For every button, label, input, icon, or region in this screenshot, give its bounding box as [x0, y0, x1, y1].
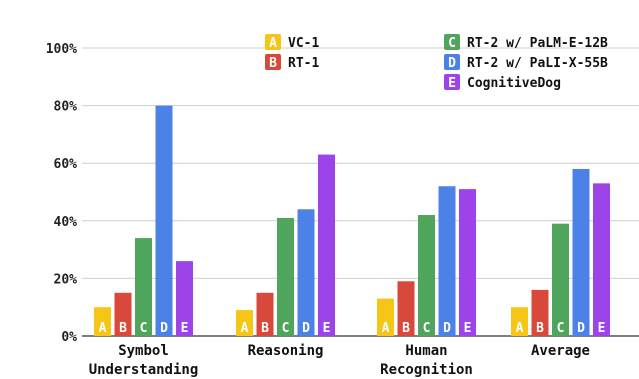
bar — [418, 215, 435, 336]
legend-swatch-letter: E — [448, 76, 456, 91]
y-tick-label: 80% — [54, 100, 78, 115]
bar-letter-label: B — [536, 321, 544, 336]
category-label: Human Recognition — [380, 343, 473, 378]
bar-letter-label: D — [577, 321, 585, 336]
category-label-line: Reasoning — [248, 343, 324, 359]
legend-swatch-letter: B — [269, 56, 277, 71]
bar-letter-label: E — [598, 321, 606, 336]
legend-swatch — [444, 74, 460, 90]
bar — [552, 223, 569, 336]
category-label-line: Human — [405, 343, 447, 359]
category-label-line: Recognition — [380, 362, 473, 378]
bar — [176, 261, 193, 336]
category-label-line: Symbol — [118, 343, 169, 359]
legend-swatch — [265, 54, 281, 70]
bar-letter-label: A — [241, 321, 249, 336]
bar — [155, 105, 173, 336]
bar — [397, 281, 415, 336]
bar — [256, 292, 274, 336]
category-label: Reasoning — [248, 343, 324, 359]
bar — [94, 307, 111, 336]
category-label: Average — [531, 343, 590, 359]
y-tick-label: 0% — [61, 330, 77, 345]
bar-letter-label: C — [140, 321, 148, 336]
bar — [572, 168, 590, 336]
bar-letter-label: D — [160, 321, 168, 336]
bar — [459, 189, 476, 336]
legend-label: VC-1 — [288, 36, 319, 51]
y-axis-ticks: 0% 20% 40% 60% 80% 100% — [46, 42, 77, 345]
legend-swatch-letter: C — [448, 36, 456, 51]
bar — [377, 298, 394, 336]
bar-letter-label: E — [464, 321, 472, 336]
legend-swatch — [444, 34, 460, 50]
bar-letter-label: B — [402, 321, 410, 336]
bar — [593, 183, 610, 336]
bar — [297, 209, 315, 336]
bar-letter-label: A — [516, 321, 524, 336]
category-label-line: Understanding — [89, 362, 199, 378]
bar — [511, 307, 528, 336]
legend-swatch-letter: A — [269, 36, 277, 51]
bar — [135, 238, 152, 336]
bar — [236, 310, 253, 336]
y-tick-label: 20% — [54, 272, 78, 287]
bar-letter-label: E — [181, 321, 189, 336]
bar — [277, 217, 294, 336]
legend-label: RT-2 w/ PaLM-E-12B — [467, 36, 608, 51]
legend-swatch — [444, 54, 460, 70]
bar-letter-label: B — [261, 321, 269, 336]
category-label: Symbol Understanding — [89, 343, 199, 378]
bar — [114, 292, 132, 336]
bar-letter-label: D — [443, 321, 451, 336]
legend-swatch — [265, 34, 281, 50]
bar-letter-label: B — [119, 321, 127, 336]
category-label-line: Average — [531, 343, 590, 359]
bar-letter-label: C — [557, 321, 565, 336]
bar-letter-label: C — [282, 321, 290, 336]
bar — [318, 154, 335, 336]
y-tick-label: 40% — [54, 215, 78, 230]
bar — [531, 289, 549, 336]
bar — [438, 186, 456, 336]
legend-label: CognitiveDog — [467, 76, 561, 91]
legend-swatch-letter: D — [448, 56, 456, 71]
bar-letter-label: E — [323, 321, 331, 336]
bar-letter-label: A — [99, 321, 107, 336]
y-tick-label: 60% — [54, 157, 78, 172]
y-tick-label: 100% — [46, 42, 77, 57]
bar-letter-label: A — [382, 321, 390, 336]
bar-letter-label: D — [302, 321, 310, 336]
legend: A VC-1 B RT-1 C RT-2 w/ PaLM-E-12B D RT-2 w/ Pa… — [265, 34, 608, 91]
category-labels: Symbol Understanding Reasoning Human Recogni… — [89, 343, 590, 378]
legend-label: RT-1 — [288, 56, 319, 71]
bar-letter-label: C — [423, 321, 431, 336]
legend-label: RT-2 w/ PaLI-X-55B — [467, 56, 608, 71]
